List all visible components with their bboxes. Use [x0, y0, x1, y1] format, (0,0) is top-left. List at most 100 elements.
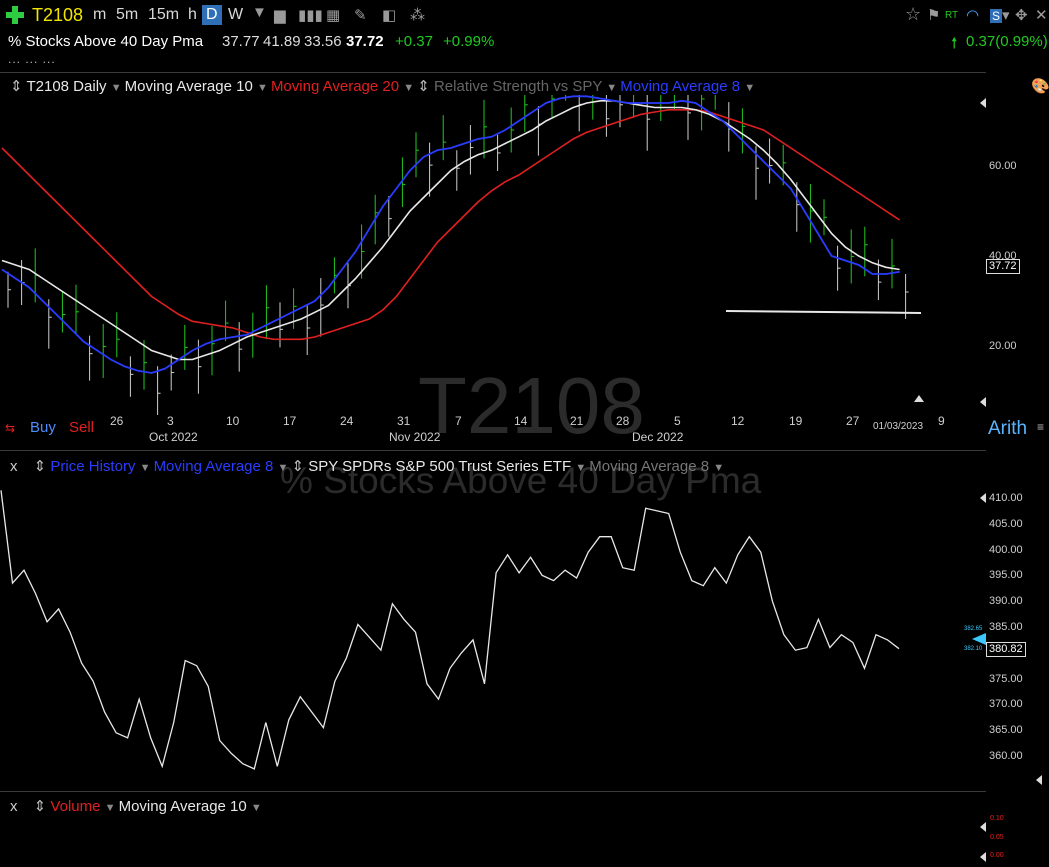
drag-handle-icon[interactable]: ⇕ — [33, 458, 47, 475]
legend-volume-ma10[interactable]: Moving Average 10 — [118, 798, 247, 815]
sell-button[interactable]: Sell — [69, 419, 95, 436]
chart-type-icon[interactable]: ▆ — [274, 7, 286, 24]
x-tick: 28 — [616, 414, 630, 428]
x-tick: 3 — [167, 414, 174, 428]
pane3-close-button[interactable]: x — [10, 798, 18, 815]
legend-volume[interactable]: Volume — [50, 798, 101, 815]
x-tick: 24 — [340, 414, 354, 428]
scroll-left-icon[interactable] — [980, 397, 986, 407]
buy-button[interactable]: Buy — [30, 419, 56, 436]
x-tick: 21 — [570, 414, 584, 428]
last-value-label: 37.72 — [986, 259, 1020, 274]
pane1-chart[interactable] — [0, 95, 986, 415]
palette-icon[interactable]: 🎨 — [1031, 78, 1049, 95]
support-trendline[interactable] — [725, 310, 922, 314]
legend-dropdown-icon[interactable]: ▼ — [575, 462, 590, 474]
divider — [0, 72, 986, 73]
y-tick: 395.00 — [989, 569, 1023, 582]
legend-dropdown-icon[interactable]: ▼ — [256, 82, 271, 94]
scroll-left-icon[interactable] — [980, 852, 986, 862]
legend-price-history[interactable]: Price History — [50, 458, 136, 475]
more-dots[interactable]: ... ... ... — [8, 52, 56, 66]
timeframe-weekly[interactable]: W — [228, 6, 244, 23]
x-tick: 31 — [397, 414, 411, 428]
add-symbol-icon[interactable] — [6, 6, 24, 24]
y-tick: 0.00 — [990, 852, 1004, 859]
scroll-left-icon[interactable] — [980, 98, 986, 108]
legend-dropdown-icon[interactable]: ▼ — [713, 462, 725, 474]
pane1-watermark: T2108 — [418, 361, 645, 450]
legend-ma8[interactable]: Moving Average 8 — [620, 78, 741, 95]
scroll-left-icon[interactable] — [980, 493, 986, 503]
wifi-icon: ◠ — [966, 7, 980, 24]
pane2-legend: x ⇕ Price History ▼ Moving Average 8 ▼ ⇕… — [10, 457, 724, 475]
legend-relative-strength[interactable]: Relative Strength vs SPY — [433, 78, 603, 95]
y-tick: 390.00 — [989, 595, 1023, 608]
legend-dropdown-icon[interactable]: ▼ — [403, 82, 418, 94]
timeframe-1m[interactable]: m — [93, 6, 107, 23]
draw-pencil-icon[interactable]: ✎ — [354, 7, 367, 24]
legend-dropdown-icon[interactable]: ▼ — [744, 82, 756, 94]
quote-change: +0.37 — [395, 33, 433, 50]
timeframe-daily[interactable]: D — [202, 5, 222, 25]
timeframe-hourly[interactable]: h — [188, 6, 197, 23]
scroll-left-icon[interactable] — [1036, 775, 1042, 785]
drag-handle-icon[interactable]: ⇕ — [417, 78, 430, 95]
move-icon[interactable]: ✥ — [1015, 7, 1028, 24]
drag-handle-icon[interactable]: ⇕ — [33, 798, 47, 815]
legend-ma20[interactable]: Moving Average 20 — [270, 78, 400, 95]
pane2-chart[interactable] — [0, 475, 986, 790]
legend-spy-ma8[interactable]: Moving Average 8 — [589, 458, 710, 475]
legend-ma10[interactable]: Moving Average 10 — [124, 78, 253, 95]
month-label: Oct 2022 — [149, 430, 198, 444]
indicator-icon[interactable]: ▦ — [326, 7, 341, 24]
legend-dropdown-icon[interactable]: ▼ — [606, 82, 621, 94]
month-label: Nov 2022 — [389, 430, 441, 444]
pane-divider[interactable] — [0, 791, 986, 792]
quote-low: 33.56 — [304, 33, 342, 50]
y-tick: 400.00 — [989, 543, 1023, 556]
legend-dropdown-icon[interactable]: ▼ — [277, 462, 292, 474]
symbol-input[interactable]: T2108 — [32, 5, 84, 25]
ma20-line — [1, 109, 901, 341]
scroll-up-icon[interactable] — [914, 395, 924, 402]
bars-icon[interactable]: ▮▮▮ — [298, 7, 323, 24]
timeframe-5m[interactable]: 5m — [116, 6, 139, 23]
scroll-left-icon[interactable] — [980, 822, 986, 832]
timeframe-15m[interactable]: 15m — [148, 6, 180, 23]
pane1-legend: ⇕ T2108 Daily ▼ Moving Average 10 ▼ Movi… — [10, 77, 755, 95]
scanner-icon[interactable]: S ▾ — [990, 7, 1010, 24]
legend-dropdown-icon[interactable]: ▼ — [250, 802, 262, 814]
legend-ma8[interactable]: Moving Average 8 — [153, 458, 274, 475]
drag-handle-icon[interactable]: ⇕ — [291, 458, 305, 475]
pane-divider[interactable] — [0, 450, 986, 451]
legend-t2108[interactable]: T2108 Daily — [26, 78, 107, 95]
timeframe-dropdown-icon[interactable]: ▼ — [252, 4, 267, 21]
x-tick: 10 — [226, 414, 240, 428]
y-tick: 365.00 — [989, 724, 1023, 737]
x-tick: 7 — [455, 414, 462, 428]
buy-sell-icon[interactable]: ⇆ — [5, 421, 16, 435]
ma10-line — [1, 100, 900, 361]
close-icon[interactable]: ✕ — [1035, 7, 1048, 24]
legend-dropdown-icon[interactable]: ▼ — [110, 82, 125, 94]
legend-spy[interactable]: SPY SPDRs S&P 500 Trust Series ETF — [308, 458, 572, 475]
y-tick: 360.00 — [989, 750, 1023, 762]
y-tick: 20.00 — [989, 340, 1017, 352]
flag-icon[interactable]: ⚑ — [927, 7, 941, 24]
pane2-watermark: % Stocks Above 40 Day Pma — [280, 460, 762, 501]
layers-icon[interactable]: ◧ — [382, 7, 397, 24]
y-tick: 0.10 — [990, 815, 1004, 822]
legend-dropdown-icon[interactable]: ▼ — [139, 462, 154, 474]
share-icon[interactable]: ⁂ — [410, 7, 425, 24]
pane2-close-button[interactable]: x — [10, 458, 18, 475]
favorite-star-icon[interactable]: ☆ — [905, 4, 922, 24]
legend-dropdown-icon[interactable]: ▼ — [104, 802, 119, 814]
scale-mode-button[interactable]: Arith — [988, 418, 1028, 439]
top-toolbar: T2108 m 5m 15m h D W ▼ ▆ ▮▮▮ ▦ ✎ ◧ ⁂ ☆ ⚑… — [0, 0, 1049, 32]
drag-handle-icon[interactable]: ⇕ — [10, 78, 23, 95]
spy-price-line — [0, 490, 900, 770]
menu-icon[interactable]: ≡ — [1037, 420, 1045, 434]
y-tick: 385.00 — [989, 621, 1023, 633]
x-tick: 5 — [674, 414, 681, 428]
